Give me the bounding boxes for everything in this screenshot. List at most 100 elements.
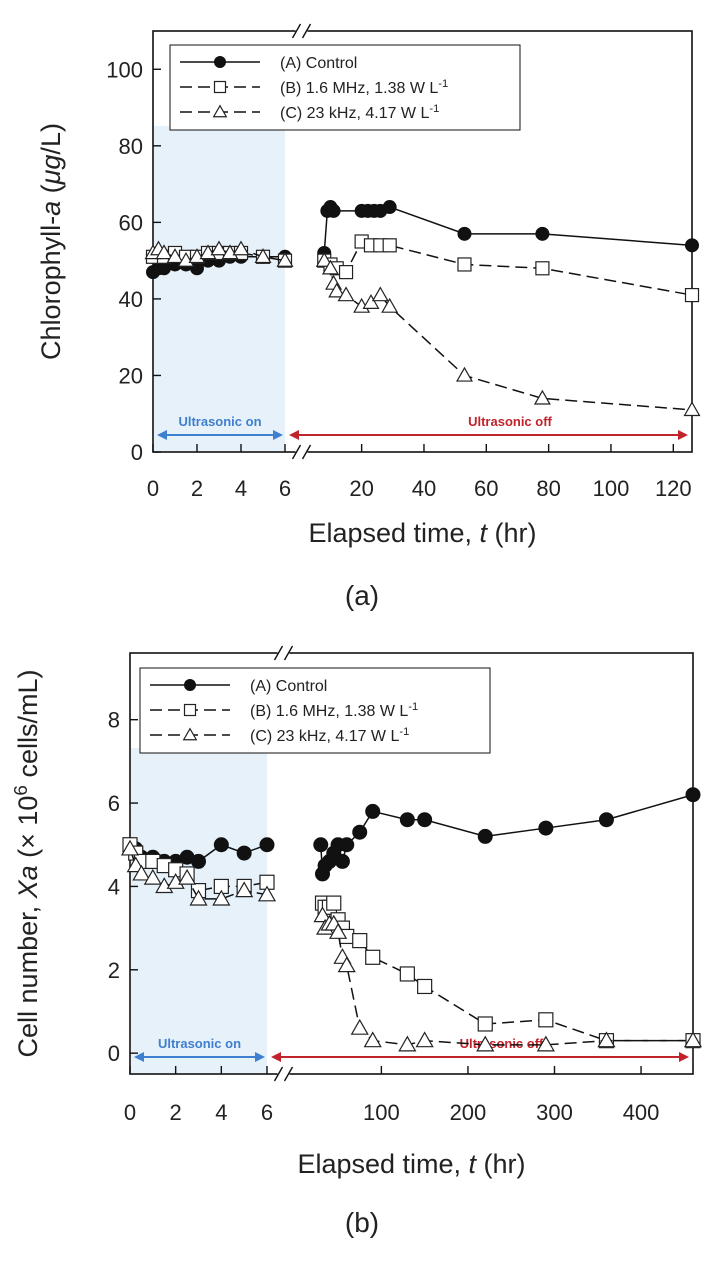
y-tick-label: 6 (108, 791, 120, 816)
data-point (177, 868, 197, 885)
y-axis-label: Cell number, Xa (× 106 cells/mL) (11, 670, 44, 1058)
data-point (352, 824, 368, 840)
axis-break-slash (301, 23, 312, 39)
data-point (399, 812, 415, 828)
data-point (683, 1031, 703, 1048)
data-point (337, 956, 356, 973)
x-tick-label: 200 (450, 1100, 487, 1125)
data-point (362, 294, 380, 309)
arrowhead-left (271, 1052, 281, 1062)
data-point (382, 200, 397, 215)
data-point (533, 389, 551, 405)
x-tick-label: 20 (349, 476, 373, 501)
x-tick-label: 2 (191, 476, 203, 501)
data-point (415, 1031, 434, 1048)
arrowhead-right (679, 1052, 689, 1062)
data-point (213, 837, 229, 853)
data-point (381, 297, 399, 313)
arrowhead-left (134, 1052, 144, 1062)
y-tick-label: 4 (108, 874, 120, 899)
y-tick-label: 0 (131, 440, 143, 465)
x-tick-label: 100 (593, 476, 630, 501)
x-tick-label: 300 (536, 1100, 573, 1125)
top-axis-break-gap (277, 649, 290, 657)
data-point (235, 881, 254, 898)
legend-label: (B) 1.6 MHz, 1.38 W L-1 (250, 701, 418, 720)
data-point (315, 251, 333, 267)
y-tick-label: 8 (108, 708, 120, 733)
data-point (535, 226, 550, 241)
data-point (166, 872, 185, 889)
y-tick-label: 80 (119, 134, 143, 159)
data-point (476, 1035, 495, 1052)
data-point (328, 282, 346, 298)
x-tick-label: 40 (412, 476, 436, 501)
legend-marker (213, 80, 227, 94)
legend-label: (B) 1.6 MHz, 1.38 W L-1 (280, 78, 448, 97)
axis-break-slash (283, 645, 294, 661)
y-tick-label: 20 (119, 363, 143, 388)
data-point (313, 837, 329, 853)
series-line (321, 915, 693, 1046)
data-point (538, 820, 554, 836)
data-point (477, 1016, 493, 1032)
x-tick-label: 100 (363, 1100, 400, 1125)
axis-break-slash (291, 444, 302, 460)
ultrasonic-on-shade (131, 748, 267, 1073)
legend-label: (C) 23 kHz, 4.17 W L-1 (250, 726, 409, 745)
data-point (321, 259, 339, 275)
series-c-23khz (144, 240, 701, 417)
legend-box (169, 44, 521, 131)
series-line (323, 240, 693, 296)
legend-marker (183, 703, 197, 717)
data-point (276, 251, 294, 267)
x-tick-label: 6 (261, 1100, 273, 1125)
y-axis-label: Chlorophyll-a (μg/L) (36, 123, 66, 360)
arrowhead-left (157, 430, 167, 440)
data-point (536, 1035, 555, 1052)
y-tick-label: 60 (119, 210, 143, 235)
data-point (598, 812, 614, 828)
axis-break-slash (283, 1066, 294, 1082)
axis-break-slash (291, 23, 302, 39)
data-point (417, 978, 433, 995)
x-tick-label: 120 (655, 476, 692, 501)
top-axis-break-gap (295, 27, 308, 35)
chart-panel-a: 0 20 40 60 80 100 0 2 4 6 20 40 60 80 100 120 Chlorophyl… (36, 23, 701, 611)
plot-frame (129, 652, 694, 1075)
data-point (120, 839, 140, 856)
data-point (337, 286, 355, 302)
data-point (399, 966, 415, 982)
ultrasonic-on-label: Ultrasonic on (178, 414, 261, 429)
data-point (363, 1031, 382, 1048)
panel-label: (a) (345, 580, 379, 611)
data-point (685, 238, 699, 253)
data-point (338, 265, 354, 280)
data-point (257, 885, 277, 902)
data-point (457, 257, 472, 272)
data-point (535, 261, 550, 276)
axis-break-slash (301, 444, 312, 460)
arrowhead-right (255, 1052, 265, 1062)
arrowhead-right (678, 430, 688, 440)
legend-label: (A) Control (250, 678, 327, 695)
series-line (321, 901, 693, 1042)
data-point (236, 845, 252, 861)
data-point (166, 248, 184, 264)
legend-box (139, 667, 491, 754)
series-line (323, 260, 693, 411)
x-tick-label: 4 (235, 476, 247, 501)
y-tick-label: 0 (108, 1041, 120, 1066)
data-point (210, 240, 228, 256)
data-point (189, 889, 208, 906)
data-point (155, 244, 173, 260)
arrowhead-right (273, 430, 283, 440)
panel-label: (b) (345, 1207, 379, 1238)
data-point (538, 1012, 554, 1028)
ultrasonic-on-label: Ultrasonic on (158, 1036, 241, 1051)
legend-marker (182, 727, 198, 741)
x-tick-label: 400 (623, 1100, 660, 1125)
y-tick-label: 2 (108, 958, 120, 983)
x-tick-label: 80 (536, 476, 560, 501)
data-point (455, 366, 473, 382)
